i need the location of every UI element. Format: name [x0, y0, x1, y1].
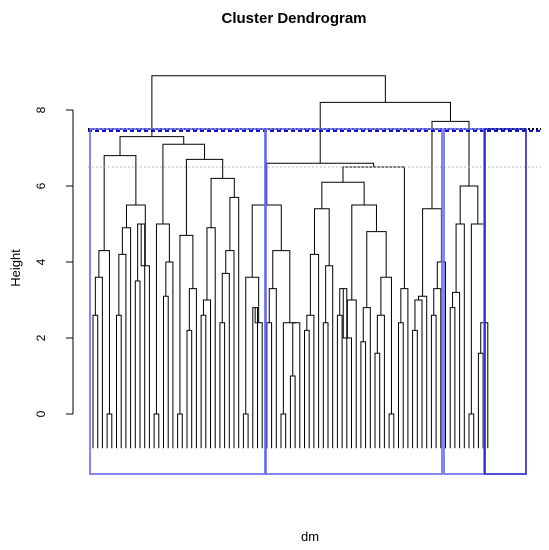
merge-1 [94, 276, 103, 449]
merge-62 [398, 322, 404, 449]
merge-41 [272, 250, 291, 323]
merge-75 [455, 223, 465, 449]
y-axis-ticks: 0 2 4 6 8 [34, 106, 73, 417]
merge-79 [470, 223, 485, 414]
merge-54 [362, 307, 371, 449]
merge-36 [268, 288, 277, 449]
dendrogram-tree [92, 75, 489, 449]
merge-10 [125, 204, 146, 266]
merge-60 [351, 204, 377, 300]
merge-70 [433, 288, 442, 449]
merge-15 [155, 223, 170, 414]
merge-37 [280, 413, 287, 449]
y-tick-label-2: 2 [34, 334, 48, 341]
merge-65 [266, 162, 375, 205]
merge-17 [186, 329, 193, 449]
merge-58 [380, 276, 392, 414]
cluster-box-1 [89, 128, 266, 475]
merge-6 [121, 227, 132, 449]
merge-59 [366, 231, 387, 308]
merge-27 [210, 177, 235, 228]
merge-23 [219, 322, 226, 449]
merge-53 [360, 341, 367, 449]
merge-33 [254, 307, 263, 449]
merge-0 [92, 314, 99, 449]
merge-74 [452, 291, 461, 449]
merge-55 [374, 352, 381, 449]
cluster-boxes [89, 128, 527, 475]
merge-67 [414, 299, 423, 449]
merge-46 [322, 322, 329, 449]
merge-66 [412, 329, 418, 449]
merge-18 [188, 288, 197, 449]
merge-57 [388, 413, 395, 449]
merge-76 [468, 413, 475, 449]
y-tick-label-8: 8 [34, 106, 48, 113]
merge-31 [242, 413, 249, 449]
y-tick-label-0: 0 [34, 410, 48, 417]
cluster-box-2 [265, 128, 443, 475]
merge-73 [449, 307, 456, 449]
merge-7 [134, 280, 141, 449]
merge-20 [200, 314, 207, 449]
merge-49 [336, 314, 343, 449]
merge-28 [185, 158, 224, 236]
merge-77 [477, 352, 484, 449]
merge-45 [309, 253, 320, 449]
merge-39 [292, 322, 301, 449]
merge-24 [221, 272, 230, 449]
merge-5 [118, 253, 127, 449]
merge-19 [179, 234, 194, 414]
merge-29 [162, 143, 206, 224]
merge-81 [431, 120, 470, 209]
y-tick-label-6: 6 [34, 182, 48, 189]
merge-82 [319, 101, 451, 164]
merge-14 [165, 261, 174, 449]
cluster-box-4 [484, 128, 527, 475]
merge-80 [459, 185, 479, 224]
merge-21 [202, 299, 211, 449]
chart-title: Cluster Dendrogram [221, 10, 366, 27]
merge-13 [163, 295, 169, 449]
merge-63 [400, 288, 409, 449]
cut-lines [88, 128, 541, 168]
merge-25 [225, 250, 235, 449]
merge-43 [304, 329, 310, 449]
merge-22 [206, 227, 216, 449]
merge-38 [289, 375, 296, 449]
merge-35 [266, 322, 273, 449]
merge-69 [430, 314, 437, 449]
merge-32 [252, 307, 258, 449]
merge-30 [119, 136, 185, 156]
y-axis-label: Height [8, 249, 23, 287]
merge-3 [98, 250, 110, 414]
merge-56 [376, 314, 385, 449]
merge-83 [151, 75, 386, 137]
merge-34 [245, 276, 260, 414]
x-axis-label: dm [301, 529, 319, 544]
merge-44 [306, 314, 315, 449]
y-tick-label-4: 4 [34, 258, 48, 265]
merge-4 [116, 314, 122, 449]
merge-11 [103, 155, 137, 251]
merge-72 [422, 208, 442, 297]
merge-12 [153, 413, 160, 449]
merge-48 [313, 208, 330, 266]
merge-2 [106, 413, 113, 449]
merge-16 [177, 413, 183, 449]
merge-40 [282, 322, 297, 414]
cluster-box-3 [443, 128, 485, 475]
merge-68 [417, 295, 428, 449]
merge-47 [325, 265, 334, 449]
